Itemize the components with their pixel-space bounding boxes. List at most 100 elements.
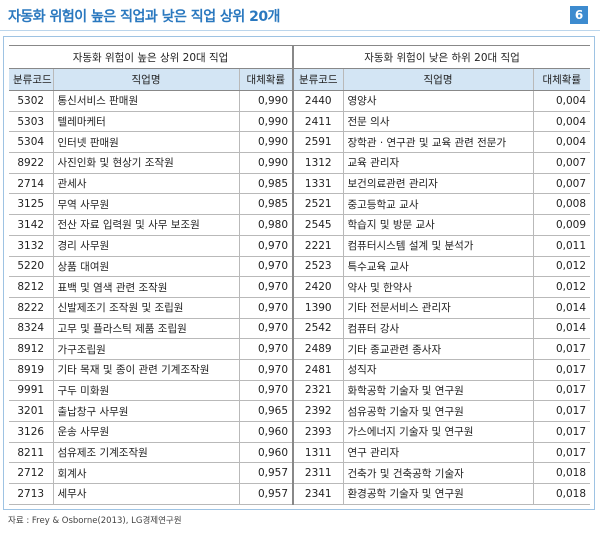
table-cell: 0,985 (238, 193, 294, 216)
table-cell: 0,980 (238, 214, 294, 236)
table-cell: 0,008 (532, 193, 591, 216)
table-cell: 컴퓨터시스템 설계 및 분석가 (342, 235, 534, 257)
table-cell: 0,990 (238, 131, 294, 154)
table-cell: 2542 (292, 318, 344, 340)
column-header: 대체확률 (532, 68, 591, 91)
table-cell: 화학공학 기술자 및 연구원 (342, 380, 534, 402)
table-cell: 8922 (9, 152, 53, 174)
table-cell: 2411 (292, 111, 344, 133)
table-cell: 8912 (9, 338, 53, 360)
table-row: 8912 가구조립원 0,970 2489 기타 종교관련 종사자 0,017 (9, 338, 591, 360)
table-cell: 0,960 (238, 421, 294, 443)
table-cell: 환경공학 기술자 및 연구원 (342, 483, 534, 505)
table-row: 3201 출납창구 사무원 0,965 2392 섬유공학 기술자 및 연구원 0,017 (9, 400, 591, 422)
table-cell: 0,990 (238, 111, 294, 133)
table-cell: 인터넷 판매원 (52, 131, 239, 154)
table-cell: 컴퓨터 강사 (342, 318, 534, 340)
table-cell: 가스에너지 기술자 및 연구원 (342, 421, 534, 443)
table-cell: 0,970 (238, 235, 294, 257)
table-cell: 0,990 (238, 152, 294, 174)
table-cell: 2712 (9, 462, 53, 485)
table-cell: 2521 (292, 193, 344, 216)
table-row: 8222 신발제조기 조작원 및 조립원 0,970 1390 기타 전문서비스 관리자… (9, 297, 591, 319)
table-cell: 2321 (292, 380, 344, 402)
table-cell: 2714 (9, 173, 53, 195)
table-cell: 2440 (292, 90, 344, 112)
table-cell: 0,990 (238, 90, 294, 112)
table-cell: 장학관 · 연구관 및 교육 관련 전문가 (342, 131, 534, 154)
table-cell: 0,957 (238, 462, 294, 485)
table-cell: 섬유제조 기계조작원 (52, 442, 239, 464)
table-cell: 2713 (9, 483, 53, 505)
table-row: 2713 세무사 0,957 2341 환경공학 기술자 및 연구원 0,018 (9, 483, 591, 505)
table-row: 8922 사진인화 및 현상기 조작원 0,990 1312 교육 관리자 0,007 (9, 152, 591, 174)
table-cell: 전산 자료 입력원 및 사무 보조원 (52, 214, 239, 236)
table-cell: 가구조립원 (52, 338, 239, 360)
table-cell: 3142 (9, 214, 53, 236)
table-row: 3126 운송 사무원 0,960 2393 가스에너지 기술자 및 연구원 0,017 (9, 421, 591, 443)
table-row: 2712 회계사 0,957 2311 건축가 및 건축공학 기술자 0,018 (9, 462, 591, 485)
table-cell: 연구 관리자 (342, 442, 534, 464)
table-row: 5304 인터넷 판매원 0,990 2591 장학관 · 연구관 및 교육 관련 전문… (9, 131, 591, 154)
table-cell: 0,017 (532, 359, 591, 381)
table-cell: 0,004 (532, 90, 591, 112)
table-cell: 1311 (292, 442, 344, 464)
table-cell: 8324 (9, 318, 53, 340)
table-cell: 0,970 (238, 380, 294, 402)
table-cell: 구두 미화원 (52, 380, 239, 402)
table-cell: 0,017 (532, 442, 591, 464)
table-cell: 0,004 (532, 131, 591, 154)
column-header: 직업명 (342, 68, 534, 91)
table-cell: 8222 (9, 297, 53, 319)
table-row: 8324 고무 및 플라스틱 제품 조립원 0,970 2542 컴퓨터 강사 0,014 (9, 318, 591, 340)
table-cell: 2420 (292, 276, 344, 298)
table-cell: 0,018 (532, 462, 591, 485)
table-cell: 0,957 (238, 483, 294, 505)
table-cell: 출납창구 사무원 (52, 400, 239, 422)
table-cell: 0,970 (238, 338, 294, 360)
table-row: 8211 섬유제조 기계조작원 0,960 1311 연구 관리자 0,017 (9, 442, 591, 464)
column-header: 분류코드 (9, 68, 53, 91)
table-cell: 성직자 (342, 359, 534, 381)
group-header: 자동화 위험이 낮은 하위 20대 직업 (292, 45, 591, 69)
table-cell: 2341 (292, 483, 344, 505)
table-cell: 2392 (292, 400, 344, 422)
table-cell: 영양사 (342, 90, 534, 112)
table-cell: 8211 (9, 442, 53, 464)
table-cell: 5303 (9, 111, 53, 133)
column-header: 직업명 (52, 68, 239, 91)
table-cell: 5302 (9, 90, 53, 112)
table-cell: 0,011 (532, 235, 591, 257)
table-cell: 3126 (9, 421, 53, 443)
table-cell: 1331 (292, 173, 344, 195)
table-cell: 세무사 (52, 483, 239, 505)
table-cell: 약사 및 한약사 (342, 276, 534, 298)
table-cell: 0,970 (238, 297, 294, 319)
rule (0, 30, 600, 31)
table-cell: 0,017 (532, 380, 591, 402)
table-cell: 텔레마케터 (52, 111, 239, 133)
table-cell: 5304 (9, 131, 53, 154)
table-cell: 3132 (9, 235, 53, 257)
table-cell: 9991 (9, 380, 53, 402)
table-cell: 2221 (292, 235, 344, 257)
header-row: 분류코드 직업명 대체확률 분류코드 직업명 대체확률 (9, 68, 591, 91)
table-cell: 0,017 (532, 400, 591, 422)
table-cell: 0,012 (532, 276, 591, 298)
table-cell: 신발제조기 조작원 및 조립원 (52, 297, 239, 319)
table-row: 5302 통신서비스 판매원 0,990 2440 영양사 0,004 (9, 90, 591, 112)
table-cell: 0,970 (238, 256, 294, 278)
table-cell: 건축가 및 건축공학 기술자 (342, 462, 534, 485)
badge: 6 (570, 6, 588, 24)
table: 자동화 위험이 높은 상위 20대 직업 자동화 위험이 낮은 하위 20대 직… (9, 45, 591, 505)
source: 자료 : Frey & Osborne(2013), LG경제연구원 (8, 516, 182, 526)
table-cell: 8919 (9, 359, 53, 381)
table-cell: 기타 전문서비스 관리자 (342, 297, 534, 319)
table-row: 9991 구두 미화원 0,970 2321 화학공학 기술자 및 연구원 0,017 (9, 380, 591, 402)
table-row: 3142 전산 자료 입력원 및 사무 보조원 0,980 2545 학습지 및 방문 … (9, 214, 591, 236)
column-header: 대체확률 (238, 68, 294, 91)
table-cell: 5220 (9, 256, 53, 278)
table-cell: 0,007 (532, 152, 591, 174)
table-cell: 1390 (292, 297, 344, 319)
table-cell: 0,017 (532, 421, 591, 443)
